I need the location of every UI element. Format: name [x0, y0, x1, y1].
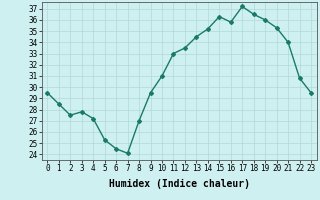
X-axis label: Humidex (Indice chaleur): Humidex (Indice chaleur) [109, 179, 250, 189]
